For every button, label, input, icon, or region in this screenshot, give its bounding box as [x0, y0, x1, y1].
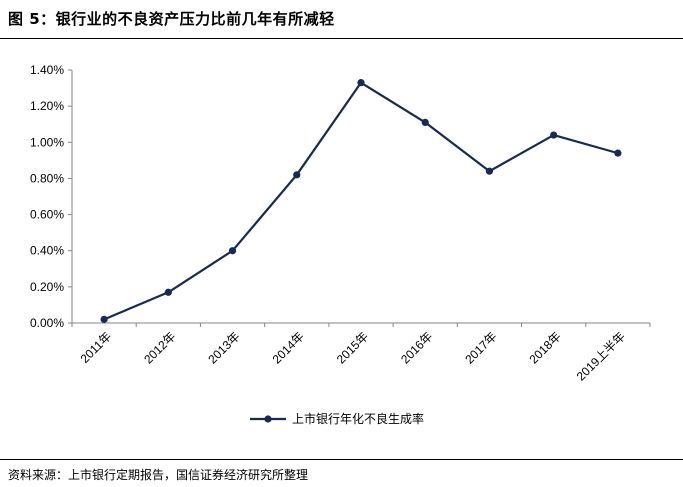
legend-marker [264, 415, 272, 423]
x-tick-label: 2011年 [78, 329, 115, 366]
y-tick-label: 0.00% [30, 316, 64, 330]
y-tick-label: 0.80% [30, 171, 64, 185]
data-point [614, 149, 622, 157]
series-group [100, 79, 622, 323]
legend-label: 上市银行年化不良生成率 [292, 411, 424, 426]
series-line [103, 81, 619, 321]
x-tick-label: 2014年 [270, 329, 307, 366]
legend: 上市银行年化不良生成率 [250, 411, 424, 426]
y-tick-label: 0.40% [30, 244, 64, 258]
figure-title: 图 5：银行业的不良资产压力比前几年有所减轻 [8, 10, 335, 28]
x-tick-label: 2012年 [141, 329, 178, 366]
y-tick-label: 0.20% [30, 280, 64, 294]
x-tick-label: 2018年 [527, 329, 564, 366]
x-tick-label: 2016年 [398, 329, 435, 366]
x-tick-label: 2017年 [462, 329, 499, 366]
x-tick-label: 2015年 [334, 329, 371, 366]
y-tick-label: 1.40% [30, 63, 64, 77]
y-axis: 0.00% 0.20% 0.40% 0.60% 0.80% 1.00% 1.20% 1.40% [30, 63, 73, 330]
data-point [357, 79, 365, 87]
data-point [421, 118, 429, 127]
title-rule [0, 38, 683, 39]
y-tick-label: 1.00% [30, 135, 64, 149]
data-point [164, 288, 172, 296]
x-tick-label: 2013年 [205, 329, 242, 366]
data-point [293, 171, 301, 179]
source-note: 资料来源：上市银行定期报告，国信证券经济研究所整理 [8, 468, 309, 482]
x-axis: 2011年 2012年 2013年 2014年 2015年 2016年 2017年 2018年… [71, 322, 651, 383]
data-point [550, 131, 558, 139]
source-rule [0, 459, 683, 460]
data-point [100, 315, 108, 323]
y-tick-label: 1.20% [30, 99, 64, 113]
y-tick-label: 0.60% [30, 208, 64, 222]
data-point [485, 167, 494, 175]
data-point [228, 247, 237, 255]
x-tick-label: 2019上半年 [574, 329, 628, 383]
